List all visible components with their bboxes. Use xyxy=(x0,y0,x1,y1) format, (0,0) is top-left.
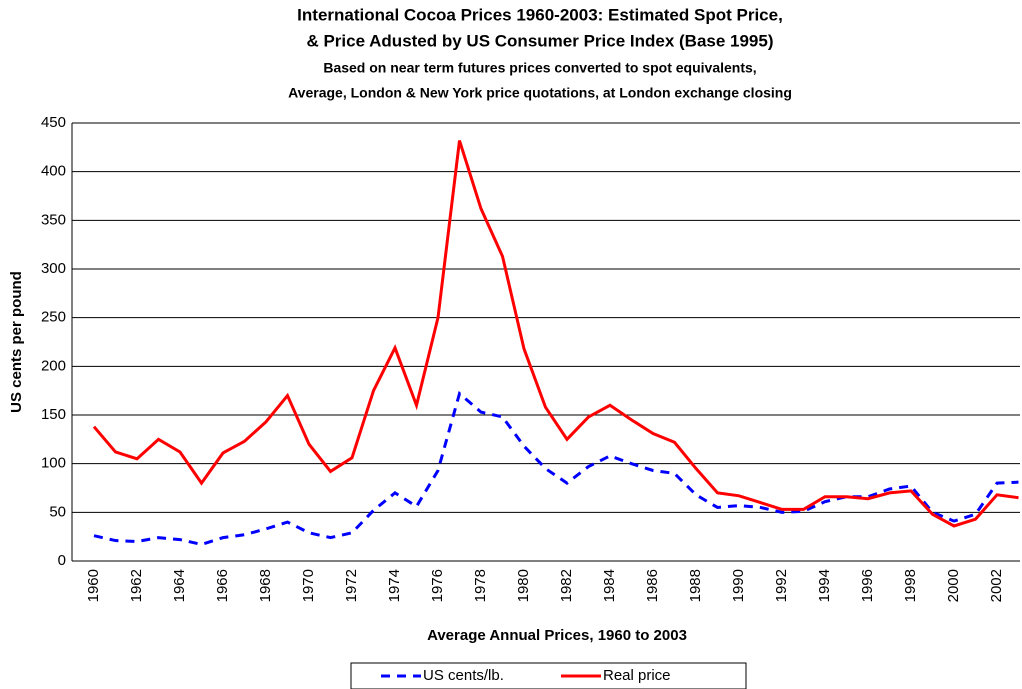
y-tick-label: 100 xyxy=(41,455,66,472)
x-tick-label: 1968 xyxy=(257,569,274,602)
data-line xyxy=(92,140,1019,528)
x-tick-label: 1972 xyxy=(343,569,360,602)
chart-title: & Price Adusted by US Consumer Price Ind… xyxy=(306,31,773,50)
y-tick-label: 0 xyxy=(58,552,66,569)
x-tick-label: 1990 xyxy=(730,569,747,602)
x-tick-label: 1976 xyxy=(429,569,446,602)
x-tick-label: 1980 xyxy=(515,569,532,602)
chart-subtitle: Based on near term futures prices conver… xyxy=(323,60,756,76)
x-tick-label: 1966 xyxy=(214,569,231,602)
legend-label: US cents/lb. xyxy=(423,667,504,684)
y-tick-label: 300 xyxy=(41,260,66,277)
y-tick-label: 50 xyxy=(49,503,66,520)
data-line xyxy=(93,390,1019,547)
x-tick-label: 2002 xyxy=(988,569,1005,602)
y-tick-label: 250 xyxy=(41,309,66,326)
x-tick-label: 2000 xyxy=(945,569,962,602)
x-tick-label: 1962 xyxy=(128,569,145,602)
y-tick-label: 350 xyxy=(41,211,66,228)
x-tick-label: 1964 xyxy=(171,569,188,602)
legend-label: Real price xyxy=(603,667,671,684)
x-tick-label: 1996 xyxy=(859,569,876,602)
x-tick-label: 1978 xyxy=(472,569,489,602)
x-axis-label: Average Annual Prices, 1960 to 2003 xyxy=(427,627,687,644)
y-tick-label: 150 xyxy=(41,406,66,423)
x-tick-label: 1992 xyxy=(773,569,790,602)
x-tick-label: 1998 xyxy=(902,569,919,602)
x-tick-label: 1984 xyxy=(601,569,618,602)
y-tick-label: 400 xyxy=(41,163,66,180)
y-tick-label: 450 xyxy=(41,114,66,131)
x-tick-label: 1994 xyxy=(816,569,833,602)
x-tick-label: 1970 xyxy=(300,569,317,602)
y-tick-label: 200 xyxy=(41,357,66,374)
x-tick-label: 1982 xyxy=(558,569,575,602)
chart-subtitle: Average, London & New York price quotati… xyxy=(288,85,792,101)
x-tick-label: 1960 xyxy=(85,569,102,602)
chart-title: International Cocoa Prices 1960-2003: Es… xyxy=(297,5,783,24)
x-tick-label: 1974 xyxy=(386,569,403,602)
legend-box xyxy=(350,662,747,689)
y-axis-label: US cents per pound xyxy=(8,271,25,413)
x-tick-label: 1986 xyxy=(644,569,661,602)
x-tick-label: 1988 xyxy=(687,569,704,602)
